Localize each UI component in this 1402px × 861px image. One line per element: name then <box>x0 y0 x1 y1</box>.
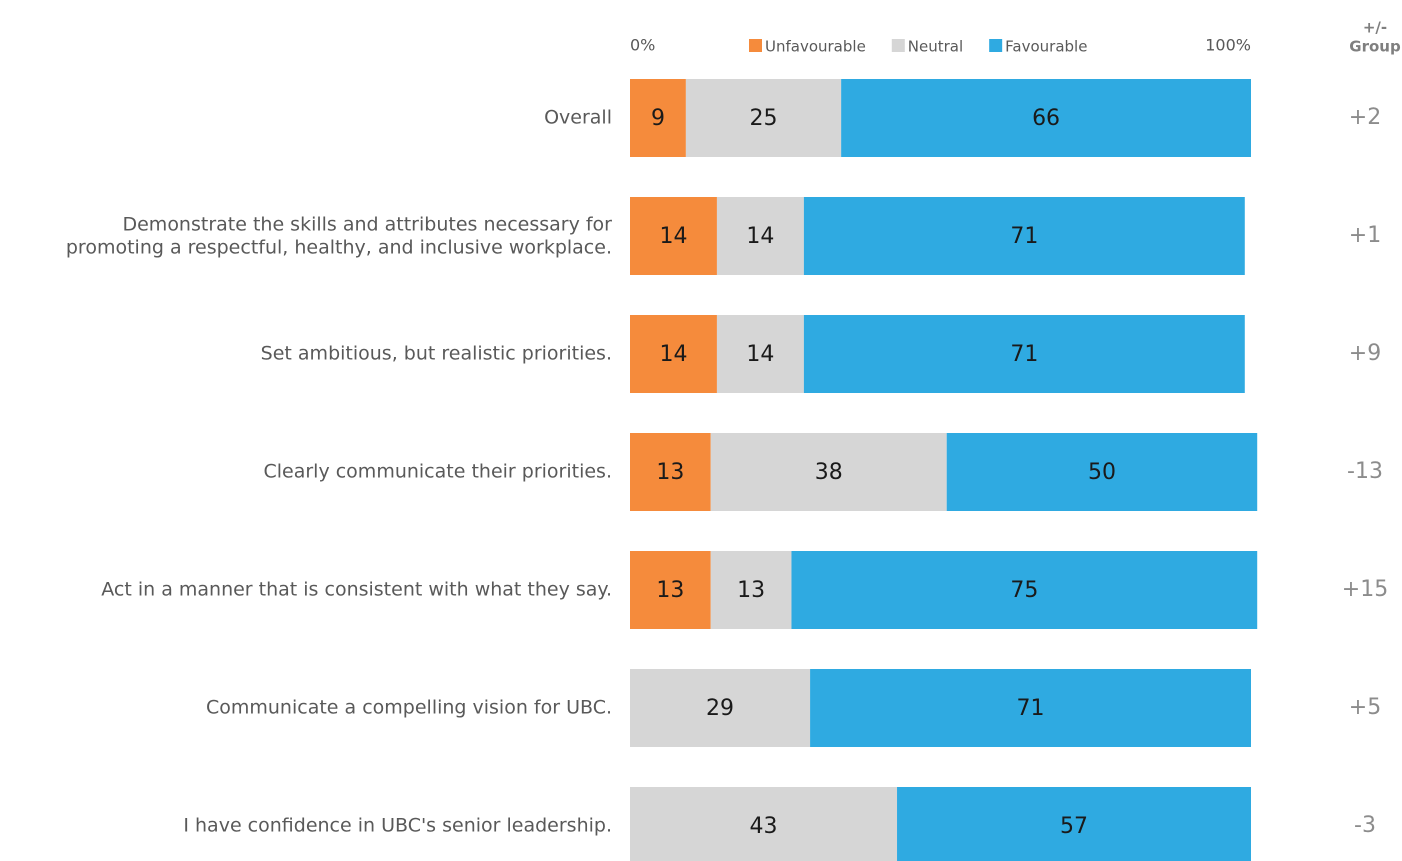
category-label: Act in a manner that is consistent with … <box>101 579 612 601</box>
diff-header: +/- <box>1363 19 1387 37</box>
bar-segment <box>710 433 947 511</box>
bar-segment <box>685 79 842 157</box>
diff-value: -13 <box>1347 459 1383 484</box>
segment-label: 14 <box>746 342 774 367</box>
legend-label: Unfavourable <box>765 38 866 56</box>
segment-label: 75 <box>1010 578 1038 603</box>
segment-label: 43 <box>750 814 778 839</box>
segment-label: 14 <box>659 224 687 249</box>
diff-header: Group <box>1349 38 1401 56</box>
category-label: Clearly communicate their priorities. <box>263 461 612 483</box>
segment-label: 13 <box>656 578 684 603</box>
segment-label: 13 <box>737 578 765 603</box>
category-label: I have confidence in UBC's senior leader… <box>183 815 612 837</box>
bar-segment <box>630 669 811 747</box>
bar-segment <box>630 197 717 275</box>
category-label: Communicate a compelling vision for UBC. <box>206 697 612 719</box>
x-tick-label: 100% <box>1205 36 1251 55</box>
category-label: Overall <box>544 107 612 129</box>
bar-segment <box>946 433 1258 511</box>
bar-segment <box>791 551 1258 629</box>
segment-label: 13 <box>656 460 684 485</box>
bar-segment <box>630 433 711 511</box>
bar-segment <box>630 551 711 629</box>
segment-label: 50 <box>1088 460 1116 485</box>
bar-segment <box>630 787 898 861</box>
diff-value: +9 <box>1349 341 1381 366</box>
segment-label: 14 <box>746 224 774 249</box>
legend-label: Favourable <box>1005 38 1087 56</box>
bar-segment <box>716 197 804 275</box>
bar-segment <box>630 79 686 157</box>
segment-label: 71 <box>1010 342 1038 367</box>
diff-value: -3 <box>1354 813 1376 838</box>
bar-segment <box>803 197 1245 275</box>
diff-value: +2 <box>1349 105 1381 130</box>
bar-segment <box>716 315 804 393</box>
segment-label: 57 <box>1060 814 1088 839</box>
segment-label: 29 <box>706 696 734 721</box>
legend-label: Neutral <box>908 38 963 56</box>
diff-value: +1 <box>1349 223 1381 248</box>
segment-label: 66 <box>1032 106 1060 131</box>
legend-swatch <box>989 39 1003 52</box>
category-label: Demonstrate the skills and attributes ne… <box>66 213 612 258</box>
segment-label: 71 <box>1010 224 1038 249</box>
legend-swatch <box>891 39 905 52</box>
diff-value: +15 <box>1342 577 1388 602</box>
bar-segment <box>803 315 1245 393</box>
bar-segment <box>810 669 1251 747</box>
bar-segment <box>897 787 1251 861</box>
segment-label: 9 <box>651 106 665 131</box>
category-label: Set ambitious, but realistic priorities. <box>261 343 612 365</box>
segment-label: 38 <box>815 460 843 485</box>
bar-segment <box>710 551 792 629</box>
segment-label: 25 <box>750 106 778 131</box>
segment-label: 71 <box>1017 696 1045 721</box>
x-tick-label: 0% <box>630 36 655 55</box>
legend-swatch <box>749 39 762 52</box>
segment-label: 14 <box>659 342 687 367</box>
bar-segment <box>841 79 1251 157</box>
bar-segment <box>630 315 717 393</box>
diff-value: +5 <box>1349 695 1381 720</box>
